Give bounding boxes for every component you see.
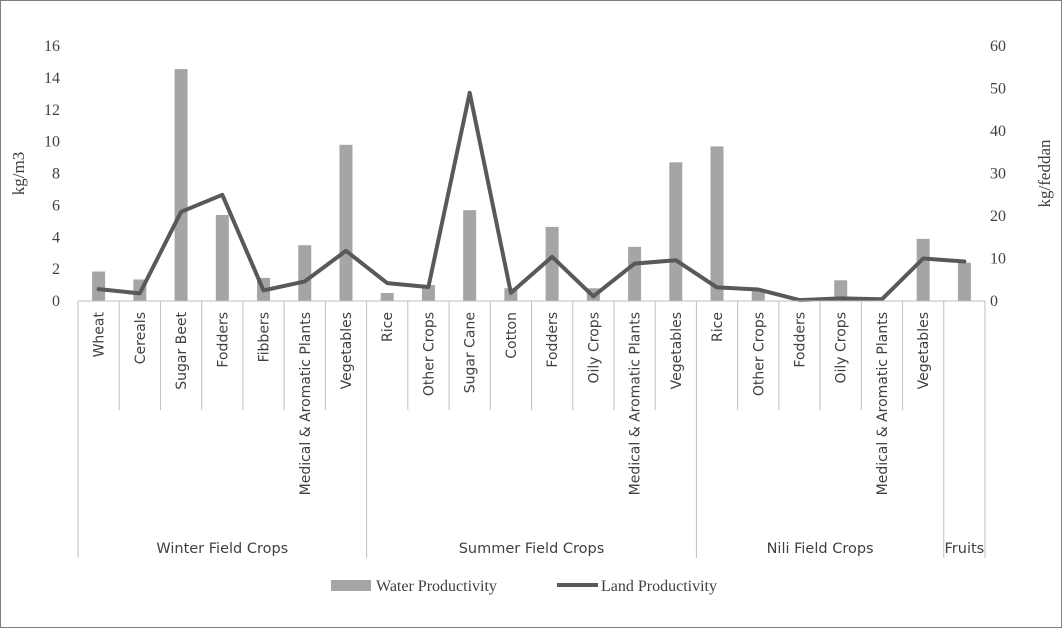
water-productivity-bar <box>92 271 106 301</box>
y-left-tick-label: 14 <box>44 70 60 87</box>
category-label: Fibbers <box>257 312 273 362</box>
water-productivity-bar <box>215 214 229 301</box>
y-left-tick-label: 2 <box>52 261 60 278</box>
land-productivity-line <box>96 90 967 303</box>
bars-layer <box>92 69 971 301</box>
category-label: Medical & Aromatic Plants <box>875 312 891 495</box>
category-label: Oily Crops <box>586 312 602 384</box>
y-left-tick-label: 10 <box>44 134 60 151</box>
water-productivity-bar <box>174 69 188 301</box>
water-productivity-bar <box>669 162 683 301</box>
water-productivity-bar <box>628 246 642 301</box>
line-layer <box>96 90 967 303</box>
category-label: Oily Crops <box>834 312 850 384</box>
y-left-tick-label: 6 <box>52 197 60 214</box>
group-label: Nili Field Crops <box>767 541 874 557</box>
y-right-tick-label: 60 <box>990 38 1006 55</box>
y-right-axis-title: kg/feddan <box>1035 139 1054 207</box>
legend-swatch-water-productivity <box>331 580 371 591</box>
category-label: Vegetables <box>339 312 355 389</box>
y-left-axis-title: kg/m3 <box>9 152 28 195</box>
y-left-tick-label: 0 <box>52 293 60 310</box>
water-productivity-bar <box>463 210 477 301</box>
category-label: Cotton <box>504 312 520 359</box>
category-label: Cereals <box>133 312 149 364</box>
water-productivity-bar <box>339 144 353 301</box>
water-productivity-bar <box>834 280 848 301</box>
category-label: Fodders <box>792 312 808 368</box>
y-right-tick-label: 50 <box>990 81 1006 98</box>
group-label: Fruits <box>945 541 985 557</box>
category-label: Fodders <box>545 312 561 368</box>
y-right-tick-label: 40 <box>990 123 1006 140</box>
y-left-tick-label: 12 <box>44 102 60 119</box>
category-label: Rice <box>710 312 726 342</box>
y-right-tick-label: 0 <box>990 293 998 310</box>
category-label: Rice <box>380 312 396 342</box>
water-productivity-bar <box>751 290 765 301</box>
water-productivity-bar <box>421 285 435 301</box>
y-left-tick-label: 8 <box>52 166 60 183</box>
category-label: Fodders <box>215 312 231 368</box>
category-label: Wheat <box>92 311 108 357</box>
legend-label-land-productivity: Land Productivity <box>601 578 717 595</box>
water-productivity-bar <box>916 238 930 301</box>
water-productivity-bar <box>957 262 971 301</box>
y-right-tick-label: 10 <box>990 251 1006 268</box>
water-productivity-bar <box>298 245 312 301</box>
y-left-tick-label: 4 <box>52 229 60 246</box>
group-label: Winter Field Crops <box>156 541 288 557</box>
category-label: Sugar Beet <box>174 312 190 390</box>
y-right-tick-label: 30 <box>990 166 1006 183</box>
legend-label-water-productivity: Water Productivity <box>376 578 497 595</box>
category-label: Other Crops <box>421 312 437 396</box>
group-label: Summer Field Crops <box>459 541 605 557</box>
category-label: Medical & Aromatic Plants <box>628 312 644 495</box>
category-label: Vegetables <box>916 312 932 389</box>
category-label: Other Crops <box>751 312 767 396</box>
axes-layer: 0 2 4 6 8 10 12 14 16 0 10 20 30 40 50 60 kg/m3 kg/feddan… <box>9 38 1054 558</box>
water-productivity-bar <box>710 146 724 301</box>
category-label: Sugar Cane <box>463 312 479 393</box>
water-productivity-bar <box>380 293 394 301</box>
y-left-tick-label: 16 <box>44 38 60 55</box>
y-right-tick-label: 20 <box>990 208 1006 225</box>
category-label: Vegetables <box>669 312 685 389</box>
category-label: Medical & Aromatic Plants <box>298 312 314 495</box>
water-productivity-bar <box>545 226 559 301</box>
legend: Water Productivity Land Productivity <box>331 578 717 595</box>
